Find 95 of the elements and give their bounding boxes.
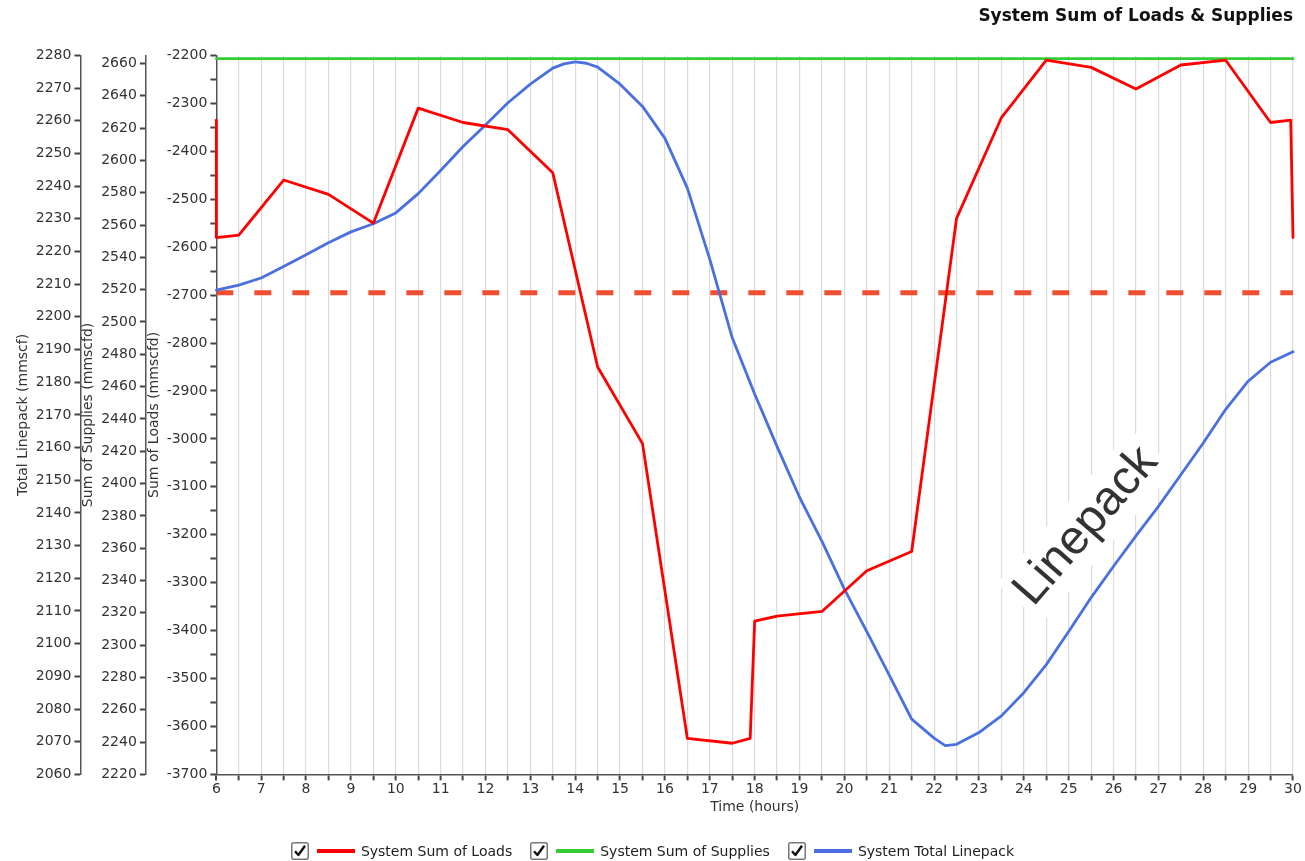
- y2-tick-label: 2110: [35, 601, 72, 618]
- y3-tick-label: 2660: [101, 54, 137, 71]
- legend-label: System Sum of Loads: [360, 843, 513, 859]
- y2-tick-label: 2240: [35, 176, 72, 193]
- legend-label: System Sum of Supplies: [600, 843, 770, 859]
- y3-tick-label: 2620: [101, 118, 137, 135]
- y2-tick-label: 2140: [35, 503, 72, 520]
- y-tick-label: -2500: [166, 189, 208, 206]
- y-tick-label: -3500: [166, 669, 208, 686]
- y2-tick-label: 2200: [35, 307, 72, 324]
- y3-tick-label: 2560: [101, 215, 137, 232]
- x-axis-title: Time (hours): [709, 798, 800, 815]
- y-tick-label: -2900: [166, 381, 208, 398]
- y3-axis-title: Sum of Supplies (mmscfd): [79, 322, 96, 508]
- x-tick-label: 6: [211, 780, 221, 797]
- y2-tick-label: 2210: [35, 274, 72, 291]
- y3-tick-label: 2420: [101, 441, 137, 458]
- x-tick-label: 20: [835, 780, 854, 797]
- x-tick-label: 25: [1059, 780, 1078, 797]
- y-tick-label: -3700: [166, 765, 208, 782]
- y2-tick-label: 2260: [35, 111, 72, 128]
- y2-tick-label: 2130: [35, 536, 72, 553]
- x-tick-label: 29: [1239, 780, 1258, 797]
- y2-tick-label: 2190: [35, 340, 72, 357]
- chart-title: System Sum of Loads & Supplies: [978, 4, 1293, 25]
- y3-tick-label: 2300: [101, 635, 137, 652]
- x-tick-label: 7: [256, 780, 266, 797]
- y2-tick-label: 2100: [35, 634, 72, 651]
- y3-tick-label: 2220: [101, 765, 137, 782]
- y2-tick-label: 2070: [35, 732, 72, 749]
- x-tick-label: 15: [611, 780, 629, 797]
- y2-tick-label: 2080: [35, 699, 72, 716]
- y3-tick-label: 2640: [101, 86, 137, 103]
- x-tick-label: 24: [1014, 780, 1033, 797]
- y2-tick-label: 2280: [35, 46, 72, 63]
- y3-tick-label: 2440: [101, 409, 137, 426]
- y-tick-label: -3300: [166, 573, 208, 590]
- x-tick-label: 9: [346, 780, 356, 797]
- y-tick-label: -2600: [166, 237, 208, 254]
- y3-tick-label: 2460: [101, 377, 137, 394]
- y-tick-label: -2400: [166, 141, 208, 158]
- y3-tick-label: 2540: [101, 248, 137, 265]
- x-tick-label: 11: [431, 780, 450, 797]
- x-tick-label: 13: [521, 780, 540, 797]
- y3-tick-label: 2580: [101, 183, 137, 200]
- x-tick-label: 23: [970, 780, 988, 797]
- y3-tick-label: 2380: [101, 506, 137, 523]
- y-axis-title: Sum of Loads (mmscfd): [144, 331, 161, 498]
- y-tick-label: -3200: [166, 525, 208, 542]
- y2-tick-label: 2270: [35, 78, 72, 95]
- y3-tick-label: 2480: [101, 344, 137, 361]
- y3-tick-label: 2320: [101, 603, 137, 620]
- y2-tick-label: 2090: [35, 667, 72, 683]
- y2-axis-title: Total Linepack (mmscf): [14, 333, 31, 497]
- x-tick-label: 10: [386, 780, 405, 797]
- y2-tick-label: 2060: [35, 765, 72, 782]
- legend-label: System Total Linepack: [857, 843, 1015, 859]
- y3-tick-label: 2600: [101, 151, 137, 168]
- x-tick-label: 21: [880, 780, 899, 797]
- y3-tick-label: 2520: [101, 280, 137, 297]
- y-tick-label: -3000: [166, 429, 208, 446]
- x-tick-label: 30: [1284, 780, 1302, 797]
- y-tick-label: -3100: [166, 477, 208, 494]
- y-tick-label: -3400: [166, 621, 208, 638]
- y2-tick-label: 2170: [35, 405, 72, 422]
- x-tick-label: 27: [1149, 780, 1168, 797]
- y3-tick-label: 2240: [101, 732, 137, 749]
- y3-tick-label: 2360: [101, 538, 137, 555]
- x-tick-label: 22: [925, 780, 944, 797]
- y-tick-label: -2700: [166, 285, 208, 302]
- y3-tick-label: 2340: [101, 571, 137, 588]
- y-tick-label: -3600: [166, 717, 208, 734]
- y2-tick-label: 2220: [35, 242, 72, 259]
- y2-tick-label: 2160: [35, 438, 72, 455]
- x-tick-label: 12: [476, 780, 495, 797]
- x-tick-label: 18: [745, 780, 764, 797]
- y-tick-label: -2200: [166, 46, 208, 63]
- y3-tick-label: 2500: [101, 312, 137, 329]
- y3-tick-label: 2400: [101, 474, 137, 491]
- x-tick-label: 14: [566, 780, 585, 797]
- x-tick-label: 28: [1194, 780, 1213, 797]
- x-tick-label: 19: [790, 780, 809, 797]
- y2-tick-label: 2180: [35, 372, 72, 389]
- y2-tick-label: 2120: [35, 568, 72, 585]
- y2-tick-label: 2250: [35, 144, 72, 161]
- y-tick-label: -2800: [166, 333, 208, 350]
- x-tick-label: 8: [301, 780, 311, 797]
- y3-tick-label: 2260: [101, 700, 137, 717]
- x-tick-label: 17: [700, 780, 719, 797]
- y-tick-label: -2300: [166, 93, 208, 110]
- y3-tick-label: 2280: [101, 668, 137, 685]
- y2-tick-label: 2230: [35, 209, 72, 226]
- x-tick-label: 16: [656, 780, 674, 797]
- y2-tick-label: 2150: [35, 470, 72, 487]
- x-tick-label: 26: [1104, 780, 1123, 797]
